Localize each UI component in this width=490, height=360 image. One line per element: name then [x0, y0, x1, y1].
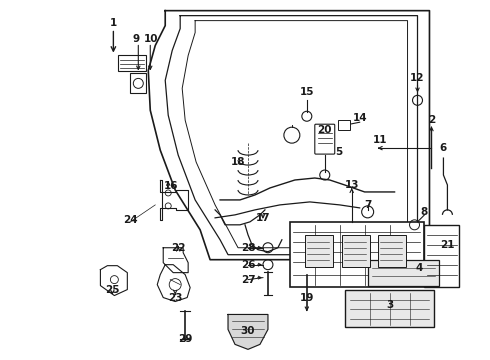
- FancyBboxPatch shape: [119, 55, 147, 71]
- Text: 26: 26: [241, 260, 255, 270]
- Text: 4: 4: [416, 263, 423, 273]
- FancyBboxPatch shape: [290, 222, 424, 287]
- Text: 3: 3: [386, 300, 393, 310]
- Text: 8: 8: [421, 207, 428, 217]
- Polygon shape: [228, 315, 268, 349]
- FancyBboxPatch shape: [338, 120, 350, 130]
- Text: 25: 25: [105, 284, 120, 294]
- Text: 18: 18: [231, 157, 245, 167]
- Text: 5: 5: [335, 147, 343, 157]
- Text: 19: 19: [300, 293, 314, 302]
- FancyBboxPatch shape: [315, 124, 335, 154]
- Text: 28: 28: [241, 243, 255, 253]
- Text: 16: 16: [164, 181, 178, 191]
- Text: 13: 13: [344, 180, 359, 190]
- FancyBboxPatch shape: [424, 225, 460, 287]
- FancyBboxPatch shape: [368, 260, 440, 285]
- Text: 11: 11: [372, 135, 387, 145]
- FancyBboxPatch shape: [305, 235, 333, 267]
- Text: 22: 22: [171, 243, 185, 253]
- Text: 21: 21: [440, 240, 455, 250]
- Text: 12: 12: [410, 73, 425, 84]
- Text: 17: 17: [256, 213, 270, 223]
- FancyBboxPatch shape: [345, 289, 435, 328]
- FancyBboxPatch shape: [378, 235, 406, 267]
- Text: 9: 9: [133, 33, 140, 44]
- FancyBboxPatch shape: [342, 235, 369, 267]
- FancyBboxPatch shape: [130, 73, 147, 93]
- Text: 27: 27: [241, 275, 255, 285]
- Text: 2: 2: [428, 115, 435, 125]
- Text: 7: 7: [364, 200, 371, 210]
- Text: 15: 15: [299, 87, 314, 97]
- Text: 6: 6: [440, 143, 447, 153]
- Text: 14: 14: [352, 113, 367, 123]
- Text: 10: 10: [144, 33, 159, 44]
- Text: 1: 1: [110, 18, 117, 28]
- Text: 24: 24: [123, 215, 138, 225]
- Text: 30: 30: [241, 327, 255, 336]
- Text: 23: 23: [168, 293, 182, 302]
- Text: 20: 20: [318, 125, 332, 135]
- Text: 29: 29: [178, 334, 193, 345]
